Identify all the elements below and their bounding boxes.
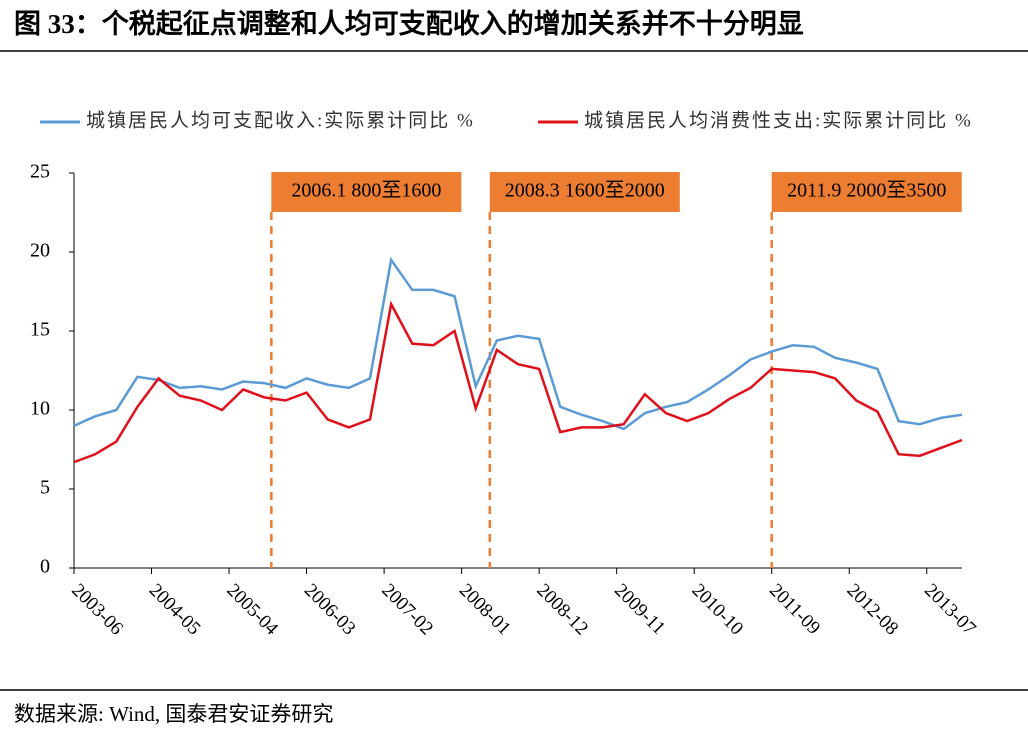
- x-tick-label: 2010-10: [688, 580, 748, 640]
- x-tick-label: 2003-06: [67, 580, 127, 640]
- annotation-label: 2006.1 800至1600: [291, 180, 441, 202]
- y-tick-label: 25: [30, 161, 50, 183]
- x-tick-label: 2009-11: [610, 580, 669, 639]
- y-tick-label: 20: [30, 240, 50, 262]
- y-tick-label: 0: [40, 556, 50, 578]
- legend-label: 城镇居民人均可支配收入:实际累计同比 %: [86, 109, 475, 131]
- annotation-label: 2011.9 2000至3500: [787, 180, 946, 202]
- source: 数据来源: Wind, 国泰君安证券研究: [14, 702, 333, 726]
- annotation-box: [271, 172, 462, 212]
- series-line: [73, 300, 963, 464]
- title: 图 33：个税起征点调整和人均可支配收入的增加关系并不十分明显: [14, 8, 804, 39]
- x-tick-label: 2013-07: [920, 580, 980, 640]
- x-tick-label: 2012-08: [843, 580, 903, 640]
- x-tick-label: 2008-12: [533, 580, 593, 640]
- x-tick-label: 2008-01: [455, 580, 515, 640]
- x-tick-label: 2007-02: [377, 580, 437, 640]
- y-tick-label: 15: [30, 319, 50, 341]
- annotation-box: [489, 172, 680, 212]
- y-tick-label: 5: [40, 477, 50, 499]
- x-tick-label: 2006-03: [300, 580, 360, 640]
- annotation-label: 2008.3 1600至2000: [505, 180, 665, 202]
- x-tick-label: 2004-05: [145, 580, 205, 640]
- series-line: [73, 256, 963, 431]
- legend-label: 城镇居民人均消费性支出:实际累计同比 %: [584, 109, 973, 131]
- annotation-box: [771, 172, 962, 212]
- x-tick-label: 2011-09: [765, 580, 824, 639]
- x-tick-label: 2005-04: [222, 580, 282, 640]
- y-tick-label: 10: [30, 398, 50, 420]
